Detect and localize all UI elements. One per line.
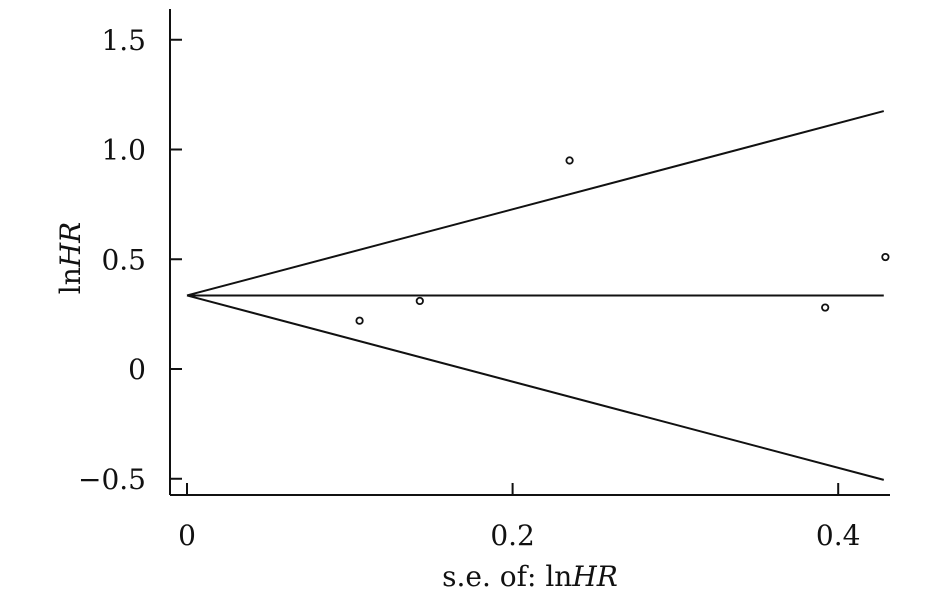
y-axis-title-text: ln (54, 267, 87, 294)
reference-lines (186, 110, 885, 481)
data-point (355, 316, 364, 325)
data-point (881, 252, 890, 262)
x-tick-label: 0 (178, 519, 196, 552)
data-points (355, 156, 890, 325)
y-tick-label: 1.5 (101, 24, 146, 57)
x-axis-title-text: s.e. of: ln (442, 560, 572, 593)
y-tick-label: 1.0 (101, 134, 146, 167)
upper-limit-line (186, 110, 885, 297)
lower-limit-line (186, 294, 885, 481)
y-ticks: −0.5 0 0.5 1.0 1.5 (78, 24, 182, 496)
y-axis-title: lnHR (54, 222, 87, 295)
data-point (821, 303, 830, 312)
y-tick-label: 0 (128, 353, 146, 386)
x-tick-label: 0.2 (490, 519, 535, 552)
x-ticks: 0 0.2 0.4 (178, 483, 860, 552)
data-point (415, 296, 424, 306)
data-point (565, 156, 574, 165)
axes (169, 9, 890, 496)
y-tick-label: 0.5 (101, 243, 146, 276)
y-tick-label: −0.5 (78, 463, 146, 496)
x-axis-title: s.e. of: lnHR (442, 560, 618, 593)
y-axis-title-italic: HR (54, 222, 87, 269)
x-axis-title-italic: HR (571, 560, 618, 593)
x-tick-label: 0.4 (816, 519, 861, 552)
